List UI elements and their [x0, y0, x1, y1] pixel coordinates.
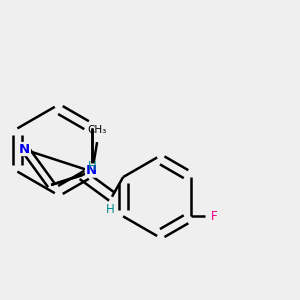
- Text: N: N: [86, 164, 97, 177]
- Text: N: N: [19, 142, 30, 155]
- Text: H: H: [106, 203, 114, 216]
- Text: F: F: [211, 210, 217, 223]
- Text: CH₃: CH₃: [88, 125, 107, 135]
- Text: H: H: [88, 160, 97, 173]
